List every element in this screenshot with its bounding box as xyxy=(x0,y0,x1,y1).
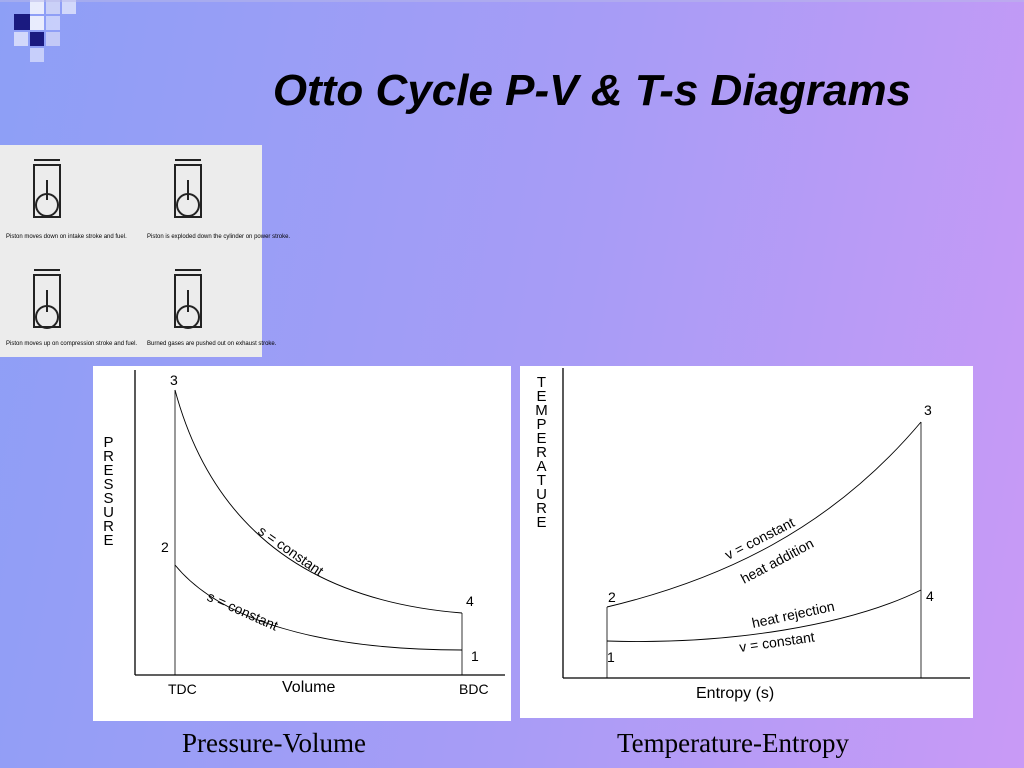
point-label: 4 xyxy=(926,588,934,604)
stroke-caption: Piston moves down on intake stroke and f… xyxy=(6,234,127,240)
pv-diagram: 3 2 4 1 TDC BDC Volume s = constant s = … xyxy=(93,366,511,721)
x-marker: BDC xyxy=(459,681,489,697)
slide-title: Otto Cycle P-V & T-s Diagrams xyxy=(272,66,912,115)
point-label: 2 xyxy=(608,589,616,605)
x-axis-label: Entropy (s) xyxy=(696,685,774,702)
engine-figure: Piston moves down on intake stroke and f… xyxy=(0,145,290,357)
point-label: 2 xyxy=(161,539,169,555)
point-label: 3 xyxy=(924,402,932,418)
point-label: 1 xyxy=(471,648,479,664)
stroke-caption: Piston moves up on compression stroke an… xyxy=(6,341,137,347)
point-label: 3 xyxy=(170,372,178,388)
stroke-caption: Piston is exploded down the cylinder on … xyxy=(147,234,290,240)
point-label: 1 xyxy=(607,649,615,665)
y-axis-label: TEMPERATURE xyxy=(533,374,550,528)
diagram-caption: Pressure-Volume xyxy=(182,728,366,758)
ts-diagram: 2 3 4 1 Entropy (s) v = constant heat ad… xyxy=(520,366,973,718)
stroke-caption: Burned gases are pushed out on exhaust s… xyxy=(147,341,277,347)
point-label: 4 xyxy=(466,593,474,609)
y-axis-label: PRESSURE xyxy=(100,434,117,546)
x-axis-label: Volume xyxy=(282,679,335,696)
x-marker: TDC xyxy=(168,681,197,697)
corner-squares xyxy=(14,0,76,62)
diagram-caption: Temperature-Entropy xyxy=(617,728,850,758)
